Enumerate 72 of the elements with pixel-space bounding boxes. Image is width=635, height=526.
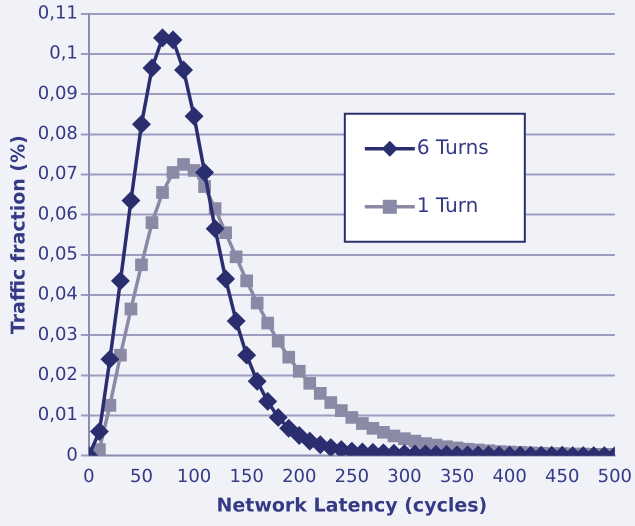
- point: [146, 216, 158, 229]
- x-tick-label: 0: [83, 466, 95, 488]
- x-axis-title: Network Latency (cycles): [216, 494, 488, 517]
- point: [135, 258, 148, 272]
- point: [196, 164, 214, 182]
- y-tick-label: 0,08: [38, 122, 78, 144]
- point: [388, 430, 400, 442]
- y-tick-label: 0,09: [38, 82, 78, 104]
- legend-label: 6 Turns: [416, 135, 489, 160]
- point: [269, 408, 287, 426]
- x-tick-label: 450: [545, 466, 580, 488]
- y-axis-title: Traffic fraction (%): [7, 135, 30, 334]
- point: [132, 116, 150, 133]
- y-tick-label: 0,03: [38, 324, 78, 345]
- point: [206, 220, 224, 238]
- point: [366, 422, 380, 435]
- point: [334, 404, 348, 417]
- y-tick-label: 0,01: [38, 404, 78, 426]
- point: [122, 192, 140, 210]
- point: [219, 226, 232, 240]
- point: [301, 432, 319, 450]
- legend-label: 1 Turn: [416, 193, 478, 218]
- point: [90, 422, 108, 440]
- x-tick-label: 250: [334, 466, 370, 488]
- point: [230, 250, 242, 264]
- point: [177, 158, 190, 171]
- point: [101, 350, 119, 368]
- point: [248, 372, 266, 390]
- point: [143, 59, 161, 77]
- point: [93, 443, 106, 456]
- point: [174, 61, 192, 79]
- x-tick-label: 300: [387, 466, 422, 488]
- point: [346, 411, 358, 424]
- point: [377, 426, 390, 439]
- point: [250, 296, 264, 310]
- point: [240, 274, 254, 288]
- point: [227, 312, 245, 330]
- y-tick-label: 0,02: [38, 364, 78, 385]
- x-tick-label: 400: [492, 466, 527, 488]
- x-tick-label: 200: [282, 466, 316, 488]
- point: [216, 270, 234, 288]
- y-tick-label: 0: [66, 444, 78, 466]
- x-tick-label: 50: [130, 466, 153, 488]
- point: [261, 316, 274, 330]
- point: [258, 392, 276, 410]
- point: [185, 107, 203, 125]
- point: [112, 272, 130, 290]
- y-tick-label: 0,1: [49, 42, 78, 64]
- point: [272, 334, 285, 348]
- y-tick-label: 0,11: [38, 2, 78, 24]
- point: [156, 186, 169, 199]
- point: [290, 426, 308, 444]
- point: [314, 387, 327, 400]
- y-tick-label: 0,05: [38, 243, 78, 264]
- point: [280, 420, 298, 438]
- point: [303, 376, 316, 390]
- y-tick-label: 0,07: [38, 163, 78, 184]
- x-tick-label: 350: [440, 466, 474, 488]
- point: [282, 350, 296, 364]
- y-tick-label: 0,04: [38, 284, 78, 305]
- point: [398, 432, 411, 446]
- x-tick-label: 500: [598, 466, 632, 488]
- point: [292, 364, 306, 378]
- point: [166, 166, 180, 179]
- x-tick-label: 100: [176, 466, 212, 488]
- x-tick-label: 150: [229, 466, 264, 488]
- point: [124, 302, 138, 316]
- y-tick-label: 0,06: [38, 203, 78, 224]
- point: [238, 346, 256, 364]
- point: [324, 396, 338, 409]
- point: [104, 399, 116, 412]
- point: [356, 417, 369, 430]
